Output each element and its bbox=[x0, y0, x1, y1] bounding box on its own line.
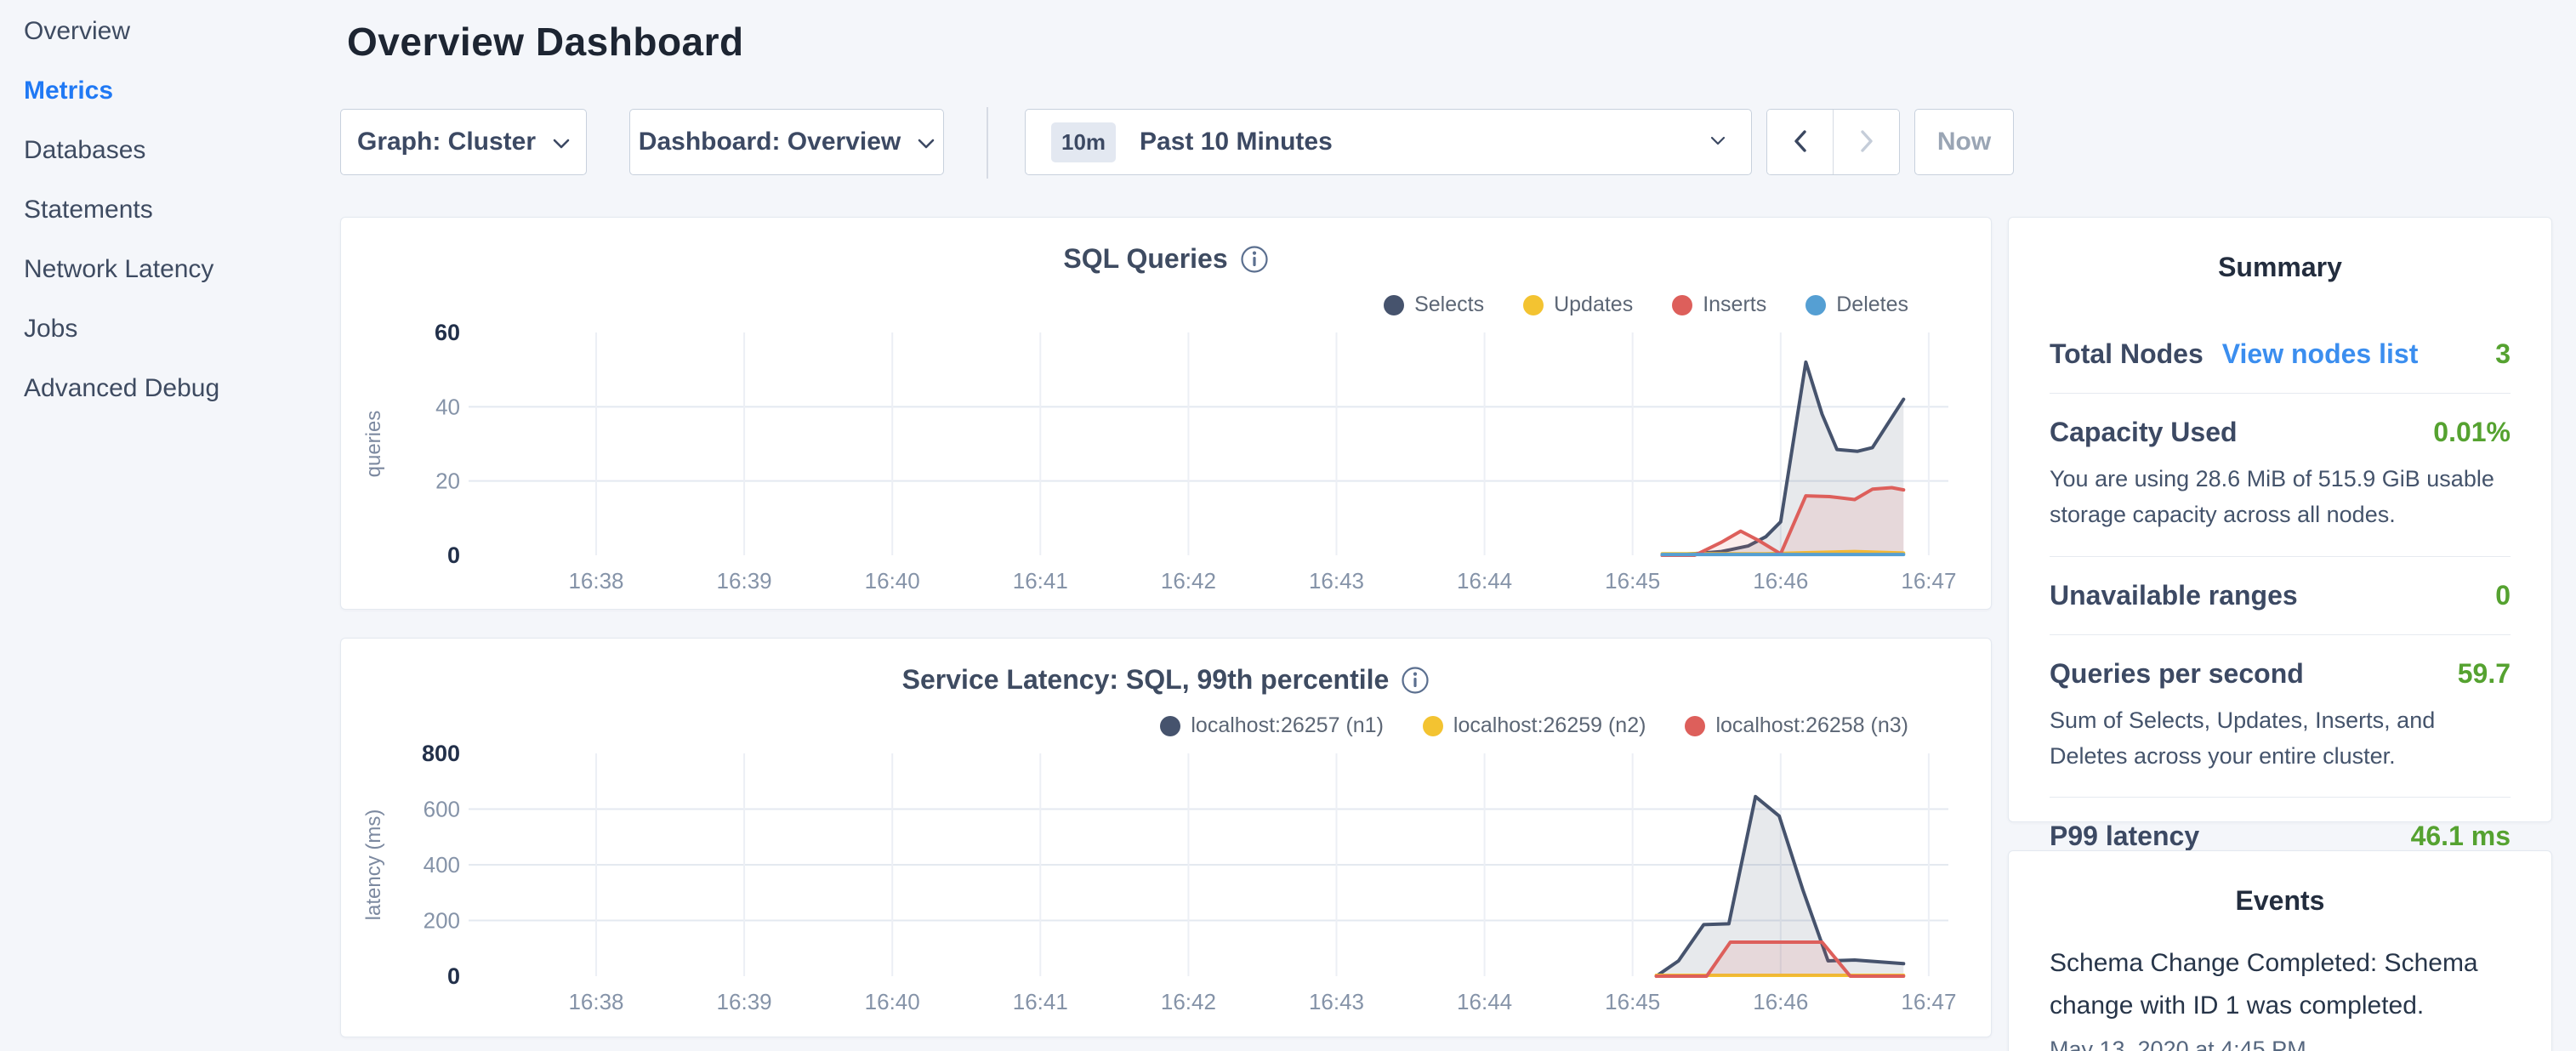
dashboard-dropdown-label: Dashboard: Overview bbox=[639, 128, 901, 156]
svg-text:16:46: 16:46 bbox=[1753, 568, 1808, 594]
summary-row: Total Nodes View nodes list 3 bbox=[2050, 315, 2511, 394]
summary-row-value: 0.01% bbox=[2433, 417, 2511, 448]
svg-text:16:40: 16:40 bbox=[865, 568, 920, 594]
svg-text:16:39: 16:39 bbox=[717, 568, 772, 594]
summary-rows: Total Nodes View nodes list 3 Capacity Used… bbox=[2050, 315, 2511, 875]
svg-text:latency (ms): latency (ms) bbox=[362, 810, 385, 921]
svg-text:16:42: 16:42 bbox=[1161, 568, 1216, 594]
event-item: Schema Change Completed: Schema change w… bbox=[2050, 942, 2511, 1051]
summary-row-subtext: Sum of Selects, Updates, Inserts, and De… bbox=[2050, 703, 2511, 775]
svg-text:16:40: 16:40 bbox=[865, 989, 920, 1014]
svg-text:16:39: 16:39 bbox=[717, 989, 772, 1014]
summary-row: Capacity Used 0.01% You are using 28.6 MiB… bbox=[2050, 394, 2511, 557]
sidebar-item-jobs[interactable]: Jobs bbox=[0, 299, 340, 359]
chart-plot[interactable]: 0 20 40 60 queries 16:38 16:39 16:40 16:41 16:42 1… bbox=[341, 218, 1993, 611]
sidebar-item-advanced-debug[interactable]: Advanced Debug bbox=[0, 359, 340, 418]
svg-text:16:47: 16:47 bbox=[1901, 989, 1956, 1014]
time-range-badge: 10m bbox=[1051, 122, 1116, 162]
view-nodes-list-link[interactable]: View nodes list bbox=[2222, 338, 2419, 370]
svg-text:0: 0 bbox=[447, 963, 460, 989]
sidebar-nav: OverviewMetricsDatabasesStatementsNetwor… bbox=[0, 0, 340, 418]
chevron-right-icon bbox=[1857, 128, 1876, 156]
svg-text:16:43: 16:43 bbox=[1309, 568, 1364, 594]
time-range-selector[interactable]: 10m Past 10 Minutes bbox=[1025, 109, 1752, 175]
service-latency-chart-panel: Service Latency: SQL, 99th percentile lo… bbox=[340, 638, 1992, 1037]
summary-heading: Summary bbox=[2050, 252, 2511, 283]
svg-text:20: 20 bbox=[435, 469, 460, 494]
sql-queries-chart-panel: SQL Queries SelectsUpdatesInsertsDeletes… bbox=[340, 217, 1992, 610]
summary-row-label: Queries per second bbox=[2050, 658, 2304, 690]
summary-row-value: 3 bbox=[2495, 338, 2511, 370]
chevron-down-icon bbox=[918, 128, 935, 156]
svg-text:16:45: 16:45 bbox=[1605, 568, 1660, 594]
svg-text:400: 400 bbox=[424, 852, 460, 878]
svg-text:600: 600 bbox=[424, 797, 460, 822]
chart-plot[interactable]: 0 200 400 600 800 latency (ms) 16:38 16:39 16:40… bbox=[341, 639, 1993, 1031]
svg-text:800: 800 bbox=[422, 741, 460, 766]
summary-row-label: P99 latency bbox=[2050, 821, 2199, 852]
svg-text:16:43: 16:43 bbox=[1309, 989, 1364, 1014]
summary-row-value: 59.7 bbox=[2458, 658, 2511, 690]
events-heading: Events bbox=[2050, 885, 2511, 917]
time-forward-button bbox=[1833, 110, 1899, 174]
svg-text:0: 0 bbox=[447, 543, 460, 568]
time-range-label: Past 10 Minutes bbox=[1140, 128, 1686, 156]
svg-text:16:41: 16:41 bbox=[1013, 568, 1068, 594]
graph-dropdown[interactable]: Graph: Cluster bbox=[340, 109, 587, 175]
svg-text:16:42: 16:42 bbox=[1161, 989, 1216, 1014]
svg-text:queries: queries bbox=[362, 411, 385, 478]
sidebar-item-network-latency[interactable]: Network Latency bbox=[0, 240, 340, 299]
chevron-down-icon bbox=[1710, 136, 1726, 149]
summary-row-value: 0 bbox=[2495, 580, 2511, 611]
summary-row-subtext: You are using 28.6 MiB of 515.9 GiB usab… bbox=[2050, 462, 2511, 533]
events-list: Schema Change Completed: Schema change w… bbox=[2050, 942, 2511, 1051]
svg-text:16:45: 16:45 bbox=[1605, 989, 1660, 1014]
summary-panel: Summary Total Nodes View nodes list 3 Capac… bbox=[2008, 217, 2552, 822]
svg-text:16:44: 16:44 bbox=[1457, 989, 1512, 1014]
graph-dropdown-label: Graph: Cluster bbox=[357, 128, 536, 156]
event-timestamp: May 13, 2020 at 4:45 PM bbox=[2050, 1037, 2511, 1051]
main-content: Overview Dashboard Graph: Cluster Dashbo… bbox=[340, 0, 1992, 1051]
summary-row-label: Unavailable ranges bbox=[2050, 580, 2298, 611]
page-title: Overview Dashboard bbox=[347, 19, 744, 65]
summary-row: Queries per second 59.7 Sum of Selects, Up… bbox=[2050, 635, 2511, 798]
svg-text:16:41: 16:41 bbox=[1013, 989, 1068, 1014]
sidebar-item-databases[interactable]: Databases bbox=[0, 121, 340, 180]
chevron-left-icon bbox=[1791, 128, 1810, 156]
summary-row-label: Capacity Used bbox=[2050, 417, 2238, 448]
toolbar-divider bbox=[987, 107, 988, 179]
svg-text:200: 200 bbox=[424, 908, 460, 934]
summary-row-label: Total Nodes bbox=[2050, 338, 2204, 370]
svg-text:60: 60 bbox=[435, 320, 460, 345]
time-step-buttons bbox=[1766, 109, 1900, 175]
svg-text:16:47: 16:47 bbox=[1901, 568, 1956, 594]
sidebar-item-overview[interactable]: Overview bbox=[0, 2, 340, 61]
svg-text:16:38: 16:38 bbox=[568, 568, 623, 594]
summary-row: Unavailable ranges 0 bbox=[2050, 557, 2511, 635]
sidebar-item-statements[interactable]: Statements bbox=[0, 180, 340, 240]
toolbar: Graph: Cluster Dashboard: Overview 10m P… bbox=[340, 109, 1992, 177]
svg-text:16:46: 16:46 bbox=[1753, 989, 1808, 1014]
now-button[interactable]: Now bbox=[1914, 109, 2014, 175]
dashboard-dropdown[interactable]: Dashboard: Overview bbox=[629, 109, 944, 175]
svg-text:16:44: 16:44 bbox=[1457, 568, 1512, 594]
time-back-button[interactable] bbox=[1767, 110, 1833, 174]
event-message: Schema Change Completed: Schema change w… bbox=[2050, 942, 2511, 1026]
chevron-down-icon bbox=[553, 128, 570, 156]
svg-text:16:38: 16:38 bbox=[568, 989, 623, 1014]
svg-text:40: 40 bbox=[435, 394, 460, 419]
sidebar-item-metrics[interactable]: Metrics bbox=[0, 61, 340, 121]
summary-row-value: 46.1 ms bbox=[2411, 821, 2511, 852]
events-panel: Events Schema Change Completed: Schema c… bbox=[2008, 850, 2552, 1051]
